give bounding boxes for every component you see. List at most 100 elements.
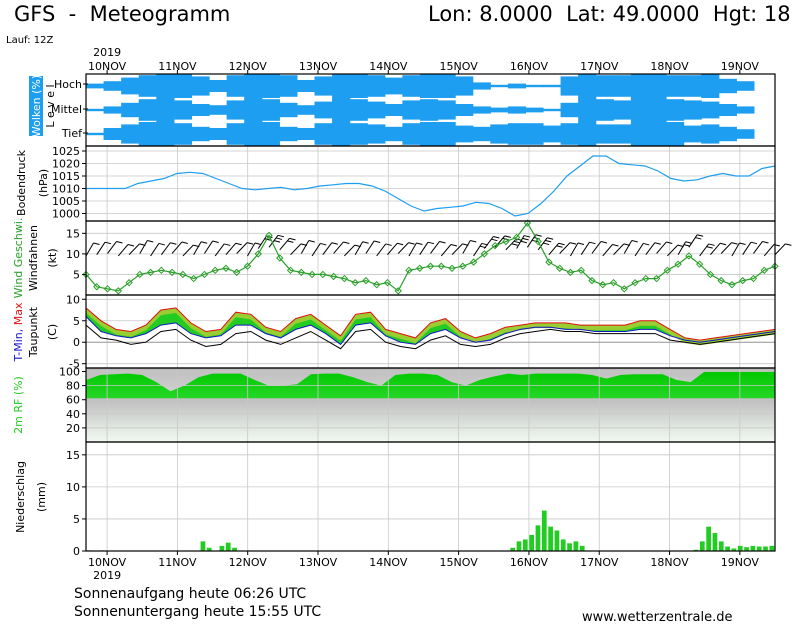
cloud-level-label-hoch: Hoch [54, 78, 82, 91]
wind-barb [290, 243, 302, 256]
precip-bar [769, 545, 775, 551]
x-tick-label-bottom: 19NOV [721, 556, 760, 569]
wind-barb-feather [235, 242, 242, 246]
pressure-ytick-label: 1020 [52, 158, 80, 171]
wind-barb-feather [654, 242, 661, 245]
cloud-low-cell [367, 124, 386, 144]
wind-barb [580, 241, 590, 255]
wind-speed-point [233, 268, 241, 277]
cloud-high-cell [296, 80, 316, 92]
wind-speed-point [728, 281, 736, 289]
cloud-low-cell [648, 122, 667, 146]
cloud-low-cell [560, 123, 579, 145]
wind-speed-point [491, 241, 499, 250]
wind-barb-feather [289, 237, 296, 241]
x-tick-label-bottom: 11NOV [158, 556, 197, 569]
wind-barb [483, 236, 494, 249]
cloud-low-cell [279, 126, 298, 142]
cloud-mid-cell [296, 105, 316, 115]
precip-bar [718, 541, 724, 551]
wind-speed-point [512, 233, 521, 242]
wind-barb [462, 240, 471, 254]
wind-speed-point [211, 266, 219, 275]
tmin-line [85, 316, 776, 346]
cloud-mid-cell [314, 101, 333, 119]
tmax-line [85, 307, 776, 341]
wind-barb [311, 243, 321, 257]
cloud-high-cell [279, 75, 298, 97]
wind-barb-feather [577, 242, 585, 245]
precip-bar [763, 546, 768, 551]
cloud-low-cell [525, 123, 544, 145]
wind-barb-feather [331, 242, 338, 245]
wind-barb-feather [158, 242, 165, 246]
wind-speed-point [642, 274, 650, 283]
wind-barb [720, 242, 732, 254]
cloud-mid-cell [279, 102, 298, 118]
wind-speed-point [383, 278, 392, 287]
cloud-mid-cell [560, 102, 579, 118]
wind-speed-point [437, 262, 445, 270]
wind-barb [666, 244, 679, 257]
wind-speed-point [566, 268, 575, 277]
cloud-high-cell [542, 84, 562, 88]
precip-bar [693, 549, 699, 551]
wind-barb [656, 241, 667, 254]
cloud-mid-cell [121, 102, 140, 118]
cloud-high-cell [736, 81, 755, 91]
humidity-lower-shade [86, 398, 775, 442]
precip-bar [567, 543, 572, 551]
cloud-high-cell [402, 75, 421, 97]
x-tick-label-top: 16NOV [510, 60, 549, 73]
wind-barb-feather [543, 242, 550, 246]
wind-barb [300, 240, 310, 254]
wind-barb [602, 244, 613, 257]
wind-barb-feather [697, 234, 704, 237]
wind-speed-point [276, 254, 284, 262]
cloud-low-cell [437, 122, 456, 146]
wind-speed-point [545, 258, 553, 266]
wind-barb-feather [569, 242, 577, 245]
cloud-low-cell [244, 122, 263, 146]
precip-bar [510, 547, 516, 551]
wind-barb [634, 243, 644, 257]
cloud-label-box [29, 76, 43, 136]
cloud-high-cell [349, 74, 368, 98]
precip-bar [529, 534, 534, 551]
wind-barb [204, 240, 214, 254]
cloud-low-cell [507, 123, 527, 145]
wind-speed-point [265, 231, 273, 240]
wind-barb [107, 241, 117, 254]
cloud-high-cell [455, 76, 474, 96]
wind-barb-feather [520, 240, 527, 244]
wind-speed-point [179, 270, 187, 279]
wind-barb-feather [739, 242, 746, 245]
cloud-mid-cell [507, 106, 527, 114]
x-tick-label-top: 11NOV [158, 60, 197, 73]
cloud-ylabel: Wolken (%) [30, 75, 43, 137]
x-tick-label-bottom: 14NOV [369, 556, 408, 569]
wind-barb-feather [513, 240, 521, 244]
cloud-low-cell [666, 122, 685, 146]
cloud-high-cell [261, 74, 280, 98]
wind-barb-feather [170, 242, 177, 245]
cloud-low-cell [542, 125, 562, 143]
wind-barb-feather [706, 246, 713, 249]
wind-barb-feather [511, 243, 518, 246]
precip-bar [699, 541, 705, 551]
precip-bar [579, 545, 585, 551]
pressure-ytick-label: 1010 [52, 183, 80, 196]
cloud-high-cell [226, 75, 245, 97]
wind-barb [247, 242, 256, 257]
wind-barb [139, 240, 148, 254]
wind-speed-point [351, 278, 359, 287]
cloud-high-cell [525, 84, 544, 88]
x-tick-label-bottom: 16NOV [510, 556, 549, 569]
location-readout: Lon: 8.0000 Lat: 49.0000 Hgt: 18 [428, 2, 791, 26]
wind-speed-point [243, 262, 252, 270]
wind-speed-point [609, 278, 618, 287]
wind-barb [591, 241, 602, 254]
cloud-mid-cell [419, 99, 439, 121]
wind-speed-point [738, 276, 747, 285]
wind-speed-point [254, 250, 262, 258]
